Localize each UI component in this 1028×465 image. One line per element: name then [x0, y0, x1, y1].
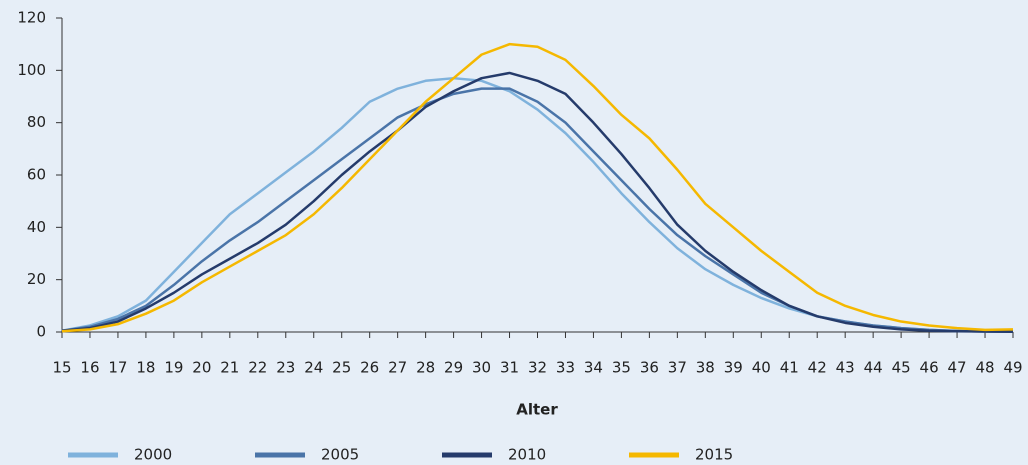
x-tick-label: 42 [808, 359, 827, 377]
x-axis-label: Alter [516, 401, 558, 419]
y-tick-label: 80 [27, 113, 46, 131]
x-tick-label: 16 [80, 359, 99, 377]
x-tick-label: 19 [164, 359, 183, 377]
y-tick-label: 120 [17, 9, 46, 27]
x-tick-label: 37 [668, 359, 687, 377]
legend-label: 2005 [321, 446, 359, 464]
x-tick-label: 27 [388, 359, 407, 377]
x-tick-label: 41 [780, 359, 799, 377]
x-tick-label: 43 [836, 359, 855, 377]
x-tick-label: 24 [304, 359, 323, 377]
y-tick-label: 100 [17, 61, 46, 79]
x-tick-label: 40 [752, 359, 771, 377]
x-tick-label: 17 [108, 359, 127, 377]
x-tick-label: 20 [192, 359, 211, 377]
x-tick-label: 49 [1003, 359, 1022, 377]
x-tick-label: 44 [864, 359, 883, 377]
x-tick-label: 21 [220, 359, 239, 377]
x-tick-label: 22 [248, 359, 267, 377]
x-tick-label: 32 [528, 359, 547, 377]
x-tick-label: 36 [640, 359, 659, 377]
y-tick-label: 60 [27, 166, 46, 184]
y-tick-label: 40 [27, 218, 46, 236]
legend-label: 2000 [134, 446, 172, 464]
x-tick-label: 15 [52, 359, 71, 377]
x-tick-label: 47 [948, 359, 967, 377]
x-tick-label: 30 [472, 359, 491, 377]
series-line [61, 87, 1014, 333]
x-tick-label: 39 [724, 359, 743, 377]
y-tick-label: 0 [36, 323, 46, 341]
x-tick-label: 45 [892, 359, 911, 377]
x-tick-label: 25 [332, 359, 351, 377]
y-tick-label: 20 [27, 270, 46, 288]
x-tick-label: 33 [556, 359, 575, 377]
x-tick-label: 28 [416, 359, 435, 377]
x-tick-label: 48 [975, 359, 994, 377]
x-tick-label: 31 [500, 359, 519, 377]
x-tick-label: 26 [360, 359, 379, 377]
x-tick-label: 34 [584, 359, 603, 377]
x-tick-label: 29 [444, 359, 463, 377]
x-tick-label: 35 [612, 359, 631, 377]
x-tick-label: 38 [696, 359, 715, 377]
legend-label: 2010 [508, 446, 546, 464]
x-tick-label: 46 [920, 359, 939, 377]
legend-label: 2015 [695, 446, 733, 464]
series-line [61, 42, 1014, 333]
x-tick-label: 18 [136, 359, 155, 377]
series-line [61, 71, 1014, 333]
x-tick-label: 23 [276, 359, 295, 377]
